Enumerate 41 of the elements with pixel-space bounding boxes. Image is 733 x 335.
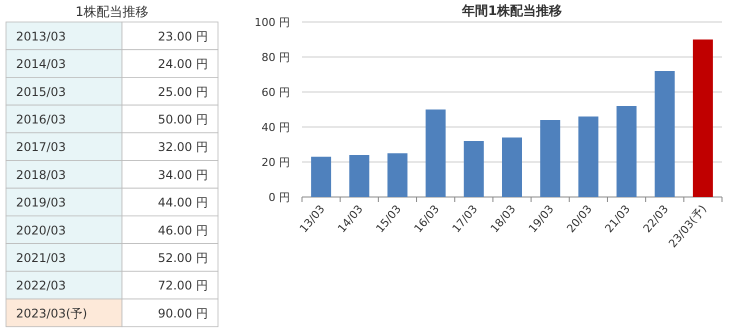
category-label: 2015/03 bbox=[16, 84, 66, 99]
bar bbox=[464, 141, 484, 197]
text: 52.00 円 bbox=[158, 250, 208, 265]
bar bbox=[349, 155, 370, 197]
bar bbox=[426, 110, 446, 197]
bar bbox=[654, 71, 675, 197]
text: 46.00 円 bbox=[158, 223, 208, 238]
category-label: 2016/03 bbox=[16, 112, 66, 126]
y-tick-label: 20 円 bbox=[262, 156, 290, 169]
y-tick-label: 100 円 bbox=[254, 16, 290, 29]
bar bbox=[616, 106, 637, 197]
bar bbox=[387, 153, 408, 197]
bar bbox=[578, 116, 598, 197]
category-label: 2020/03 bbox=[16, 223, 66, 238]
category-label: 2023/03(予) bbox=[16, 306, 88, 320]
category-label: 2018/03 bbox=[16, 168, 66, 182]
category-label: 2019/03 bbox=[16, 196, 66, 210]
y-tick-label: 60 円 bbox=[262, 86, 290, 99]
bar bbox=[502, 138, 522, 197]
text: 32.00 円 bbox=[158, 140, 208, 154]
text: 23.00 円 bbox=[158, 29, 208, 44]
y-tick-label: 40 円 bbox=[262, 121, 290, 134]
text: 25.00 円 bbox=[158, 84, 208, 99]
text: 24.00 円 bbox=[158, 57, 208, 72]
category-label: 2013/03 bbox=[16, 29, 66, 44]
category-label: 2022/03 bbox=[16, 278, 66, 293]
title: 1株配当推移 bbox=[75, 5, 149, 20]
text: 50.00 円 bbox=[158, 112, 208, 126]
text: 90.00 円 bbox=[158, 306, 208, 320]
category-label: 2021/03 bbox=[16, 250, 66, 265]
category-label: 2014/03 bbox=[16, 57, 66, 72]
bar bbox=[692, 40, 713, 197]
text: 72.00 円 bbox=[158, 278, 208, 293]
bar bbox=[311, 156, 332, 197]
text: 44.00 円 bbox=[158, 196, 208, 210]
y-tick-label: 0 円 bbox=[268, 191, 290, 204]
chart-title: 年間1株配当推移 bbox=[460, 4, 562, 19]
text: 34.00 円 bbox=[158, 168, 208, 182]
y-tick-label: 80 円 bbox=[262, 51, 290, 64]
bar bbox=[540, 120, 560, 197]
category-label: 2017/03 bbox=[16, 140, 66, 154]
